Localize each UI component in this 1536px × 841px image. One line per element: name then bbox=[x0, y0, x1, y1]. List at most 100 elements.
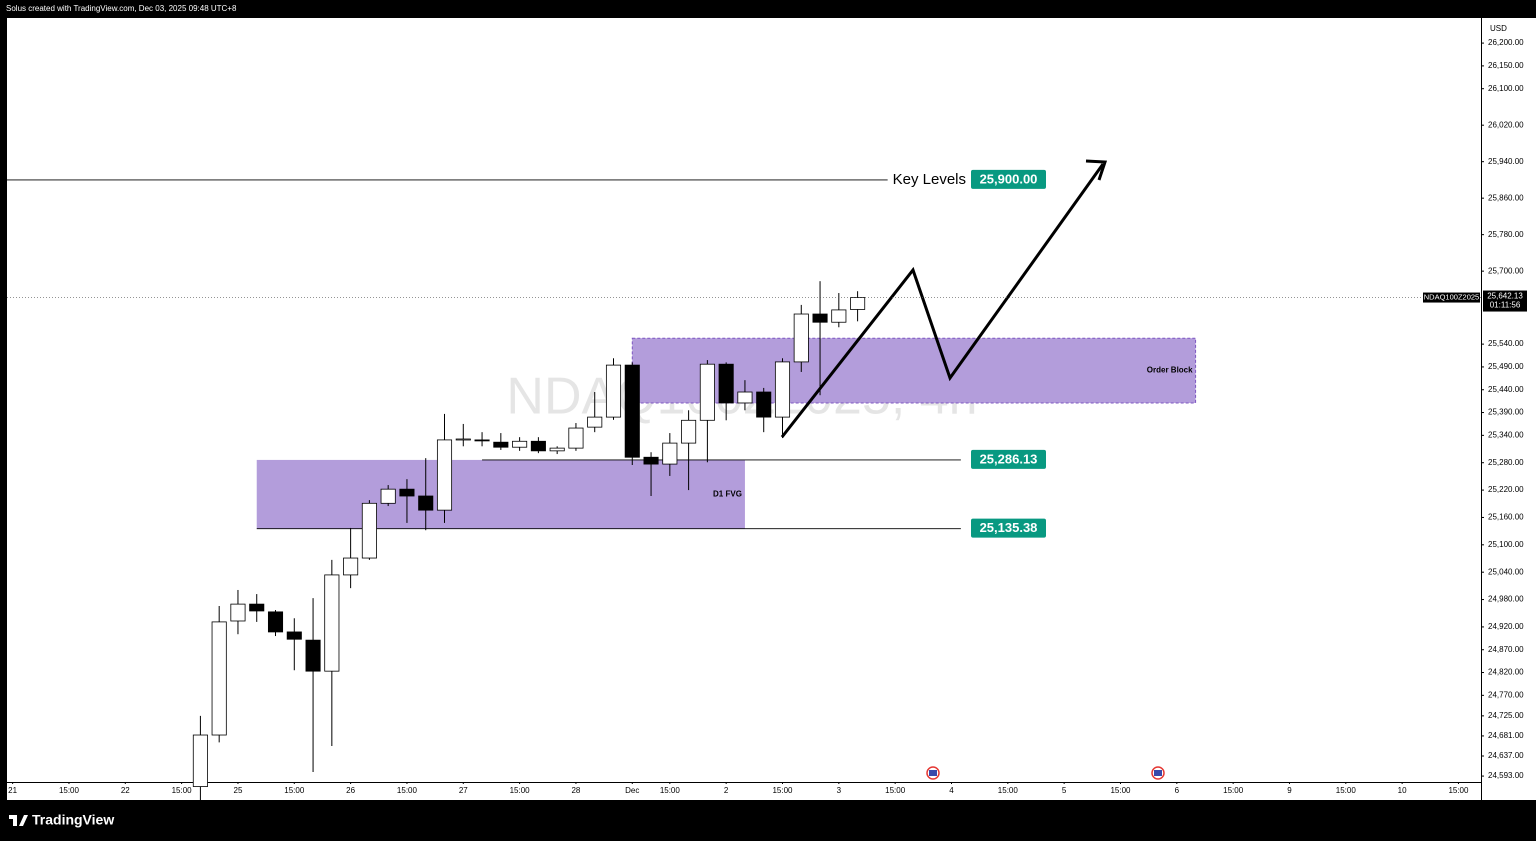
level-tag bbox=[971, 518, 1046, 538]
candle-body bbox=[756, 391, 772, 418]
price-axis bbox=[1482, 18, 1536, 800]
y-tick-label: 26,100.00 bbox=[1488, 84, 1524, 93]
candle-body bbox=[286, 631, 302, 640]
x-tick-label: 15:00 bbox=[1336, 786, 1357, 795]
y-tick-label: 24,820.00 bbox=[1488, 668, 1524, 677]
candle-body bbox=[361, 502, 377, 559]
countdown: 01:11:56 bbox=[1490, 301, 1521, 310]
y-tick-label: 25,340.00 bbox=[1488, 430, 1524, 439]
y-tick-label: 25,100.00 bbox=[1488, 540, 1524, 549]
y-tick-label: 25,280.00 bbox=[1488, 458, 1524, 467]
x-tick-label: 15:00 bbox=[885, 786, 906, 795]
candle-body bbox=[493, 441, 509, 448]
footer-logo: TradingView bbox=[9, 812, 114, 828]
levels: Key Levels 25,900.00 25,286.13 25,135.38 bbox=[7, 169, 1046, 538]
level-tag-label: 25,286.13 bbox=[980, 451, 1038, 466]
x-tick-label: 15:00 bbox=[172, 786, 193, 795]
candle-body bbox=[737, 391, 753, 404]
y-tick-label: 26,020.00 bbox=[1488, 120, 1524, 129]
symbol-tag bbox=[1423, 292, 1480, 303]
x-tick-label: 15:00 bbox=[1448, 786, 1469, 795]
y-tick-label: 26,200.00 bbox=[1488, 38, 1524, 47]
price-tag bbox=[1483, 290, 1527, 312]
y-tick-label: 24,770.00 bbox=[1488, 690, 1524, 699]
y-tick-label: 25,440.00 bbox=[1488, 385, 1524, 394]
y-tick-label: 24,920.00 bbox=[1488, 622, 1524, 631]
candle-body bbox=[436, 439, 453, 511]
x-tick-label: 15:00 bbox=[772, 786, 793, 795]
x-tick-label: 2 bbox=[724, 786, 729, 795]
x-tick-label: 5 bbox=[1062, 786, 1067, 795]
candle-body bbox=[512, 440, 528, 448]
candle-body bbox=[211, 621, 227, 736]
x-tick-label: 15:00 bbox=[660, 786, 681, 795]
candle-body bbox=[681, 419, 697, 444]
x-tick-label: 15:00 bbox=[284, 786, 305, 795]
x-tick-label: 15:00 bbox=[1223, 786, 1244, 795]
candle-body bbox=[718, 363, 734, 404]
projection-arrow bbox=[780, 159, 1108, 438]
y-tick-label: 25,160.00 bbox=[1488, 513, 1524, 522]
candle-body bbox=[418, 495, 434, 511]
x-tick-label: 15:00 bbox=[397, 786, 418, 795]
y-tick-label: 25,860.00 bbox=[1488, 193, 1524, 202]
y-tick-label: 24,870.00 bbox=[1488, 645, 1524, 654]
candle-body bbox=[774, 361, 791, 418]
candle-body bbox=[793, 313, 809, 363]
y-tick-label: 26,150.00 bbox=[1488, 61, 1524, 70]
y-tick-label: 24,593.00 bbox=[1488, 771, 1524, 780]
x-tick-label: 10 bbox=[1398, 786, 1407, 795]
x-tick-label: 9 bbox=[1287, 786, 1292, 795]
candle-body bbox=[812, 313, 828, 323]
candle-body bbox=[305, 639, 321, 672]
x-tick-label: 3 bbox=[837, 786, 842, 795]
y-tick-label: 25,700.00 bbox=[1488, 266, 1524, 275]
y-tick-label: 24,725.00 bbox=[1488, 711, 1524, 720]
candle-body bbox=[643, 456, 659, 465]
y-tick-label: 25,540.00 bbox=[1488, 339, 1524, 348]
x-tick-label: 6 bbox=[1175, 786, 1180, 795]
candle-body bbox=[343, 557, 359, 576]
y-tick-label: 25,940.00 bbox=[1488, 157, 1524, 166]
x-tick-label: 28 bbox=[571, 786, 580, 795]
y-tick-label: 25,220.00 bbox=[1488, 485, 1524, 494]
candle-body bbox=[568, 427, 584, 449]
price-tag-label: 25,642.13 bbox=[1487, 292, 1523, 301]
candle-body bbox=[324, 574, 340, 672]
event-icon bbox=[1151, 766, 1165, 780]
candle-body bbox=[662, 442, 678, 465]
x-tick-label: 26 bbox=[346, 786, 355, 795]
event-icon bbox=[926, 766, 940, 780]
x-tick-label: 25 bbox=[234, 786, 243, 795]
candle-body bbox=[587, 416, 603, 428]
candle-body bbox=[605, 364, 622, 418]
footer-brand: TradingView bbox=[32, 812, 114, 828]
y-tick-label: 24,980.00 bbox=[1488, 595, 1524, 604]
header-title: Solus created with TradingView.com, Dec … bbox=[6, 4, 237, 13]
candle-body bbox=[249, 603, 265, 612]
x-tick-label: 15:00 bbox=[59, 786, 80, 795]
level-text: Key Levels bbox=[893, 171, 966, 188]
x-tick-label: 15:00 bbox=[510, 786, 531, 795]
arrow-path bbox=[780, 163, 1105, 438]
y-tick-label: 24,681.00 bbox=[1488, 731, 1524, 740]
arrow-head bbox=[1085, 159, 1108, 181]
candles bbox=[192, 281, 866, 801]
level-tag bbox=[971, 449, 1046, 469]
x-tick-label: 4 bbox=[949, 786, 954, 795]
candle-body bbox=[192, 734, 208, 787]
candle-body bbox=[699, 363, 715, 421]
x-tick-label: 22 bbox=[121, 786, 130, 795]
candle-body bbox=[530, 440, 546, 452]
candle-body bbox=[549, 447, 565, 452]
y-tick-label: 25,780.00 bbox=[1488, 230, 1524, 239]
candle-body bbox=[380, 488, 396, 504]
x-tick-label: 27 bbox=[459, 786, 468, 795]
level-tag-label: 25,135.38 bbox=[980, 520, 1038, 535]
candle-body bbox=[624, 364, 640, 458]
zone-label: D1 FVG bbox=[713, 489, 742, 498]
y-tick-label: 25,390.00 bbox=[1488, 408, 1524, 417]
time-axis bbox=[7, 783, 1481, 800]
candle-body bbox=[474, 439, 490, 442]
